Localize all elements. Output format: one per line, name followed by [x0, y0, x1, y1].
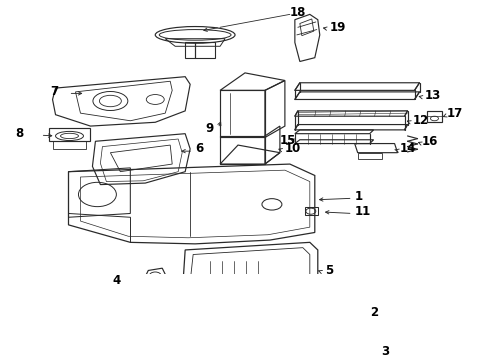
Text: 11: 11 [355, 206, 371, 219]
Text: 1: 1 [355, 190, 363, 203]
Text: 8: 8 [16, 127, 24, 140]
Text: 19: 19 [330, 21, 346, 34]
Text: 9: 9 [205, 122, 213, 135]
Text: 12: 12 [413, 114, 429, 127]
Text: 13: 13 [424, 89, 441, 102]
Text: 17: 17 [446, 107, 463, 120]
Text: 14: 14 [399, 142, 416, 156]
Text: 3: 3 [382, 345, 390, 358]
Text: 4: 4 [112, 274, 121, 287]
Text: 6: 6 [195, 142, 203, 156]
Text: 5: 5 [325, 264, 333, 277]
Text: 15: 15 [280, 134, 296, 147]
Text: 18: 18 [290, 6, 306, 19]
Text: 16: 16 [421, 135, 438, 148]
Text: 7: 7 [50, 85, 59, 98]
Text: 2: 2 [369, 306, 378, 319]
Text: 10: 10 [285, 142, 301, 156]
